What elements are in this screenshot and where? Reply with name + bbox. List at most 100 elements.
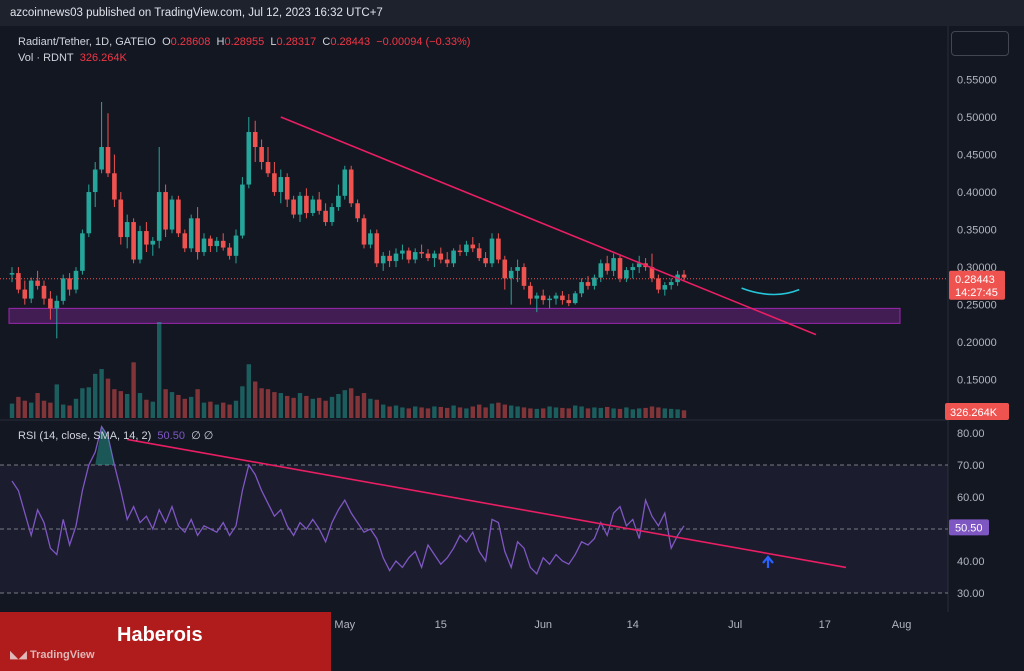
volume-bar	[425, 408, 431, 418]
candle-body	[259, 147, 264, 163]
volume-bar	[48, 402, 53, 418]
candle-body	[99, 147, 104, 170]
rsi-badge-value: 50.50	[955, 522, 983, 534]
candle-body	[67, 278, 72, 290]
volume-bar	[253, 381, 258, 418]
volume-bar	[246, 364, 251, 418]
volume-bar	[541, 408, 546, 418]
volume-bar	[637, 408, 642, 418]
volume-bar	[259, 388, 264, 418]
candle-body	[406, 250, 412, 260]
candle-body	[521, 267, 527, 286]
price-tick-label: 0.15000	[957, 375, 997, 387]
volume-bar	[342, 390, 347, 418]
rsi-legend: RSI (14, close, SMA, 14, 2) 50.50 ∅ ∅	[18, 429, 213, 442]
time-tick-label: Aug	[892, 619, 912, 631]
volume-bar	[413, 406, 418, 418]
volume-bar	[617, 408, 623, 418]
volume-bar	[99, 369, 104, 418]
volume-bar	[304, 395, 309, 418]
volume-bar	[16, 396, 21, 418]
volume-bar	[41, 400, 47, 418]
volume-bar	[457, 407, 463, 418]
volume-bar	[573, 405, 578, 418]
volume-bar	[54, 384, 59, 418]
candle-body	[553, 295, 559, 299]
candle-body	[22, 289, 28, 299]
support-zone	[8, 307, 901, 324]
volume-bar	[80, 388, 85, 418]
volume-bar	[329, 396, 335, 418]
volume-bar	[105, 378, 111, 418]
candle-body	[208, 238, 213, 247]
volume-bar	[521, 407, 527, 418]
candle-body	[419, 252, 424, 254]
candle-body	[73, 270, 79, 290]
candle-body	[169, 199, 175, 230]
ohlc-legend: Radiant/Tether, 1D, GATEIO O0.28608 H0.2…	[18, 36, 470, 48]
volume-bar	[285, 395, 290, 418]
volume-bar	[317, 397, 322, 418]
candle-body	[630, 267, 636, 271]
volume-legend: Vol · RDNT 326.264K	[18, 52, 127, 64]
volume-bar	[643, 407, 648, 418]
volume-bar	[496, 402, 501, 418]
candle-body	[592, 277, 597, 286]
volume-bar	[176, 394, 181, 418]
volume-bar	[169, 392, 175, 418]
candle-body	[540, 295, 546, 301]
candle-body	[355, 203, 360, 219]
volume-badge-value: 326.264K	[950, 407, 998, 419]
rsi-legend-extra: ∅ ∅	[191, 430, 214, 442]
volume-value: 326.264K	[79, 52, 127, 64]
candle-body	[150, 240, 156, 245]
volume-bar	[489, 403, 495, 418]
price-badge-value: 0.28443	[955, 274, 995, 286]
volume-bar	[515, 406, 520, 418]
candle-body	[585, 282, 591, 286]
chart-settings-button[interactable]	[951, 31, 1009, 56]
volume-bar	[336, 394, 341, 418]
candle-body	[131, 222, 136, 260]
volume-bar	[406, 408, 411, 418]
price-chart[interactable]: 0.550000.500000.450000.400000.350000.300…	[0, 26, 1024, 671]
candle-body	[425, 253, 431, 259]
high-value: 0.28955	[224, 36, 265, 48]
candles	[9, 101, 687, 339]
volume-bar	[368, 398, 373, 418]
volume-bar	[534, 408, 539, 418]
candle-body	[400, 250, 405, 254]
candle-body	[316, 199, 322, 211]
volume-bar	[227, 404, 232, 418]
volume-bar	[419, 407, 424, 418]
price-tick-label: 0.20000	[957, 337, 997, 349]
volume-bar	[547, 406, 552, 418]
candle-body	[54, 300, 60, 309]
close-label: C	[322, 36, 331, 48]
volume-bar	[272, 392, 277, 418]
volume-bar	[624, 407, 629, 418]
volume-bar	[509, 405, 514, 418]
high-label: H	[216, 36, 225, 48]
volume-bar	[585, 408, 591, 418]
rsi-pane	[0, 425, 948, 594]
publisher-text: azcoinnews03 published on TradingView.co…	[10, 7, 383, 19]
time-tick-label: Jun	[534, 619, 552, 631]
close-value: 0.28443	[330, 36, 371, 48]
candle-body	[348, 169, 354, 204]
price-tick-label: 0.55000	[957, 74, 997, 86]
candle-body	[483, 258, 488, 264]
candle-body	[508, 270, 514, 279]
candle-body	[380, 255, 386, 264]
candle-body	[284, 177, 290, 200]
volume-bar	[553, 407, 559, 418]
volume-bar	[67, 405, 72, 418]
candle-body	[118, 199, 124, 238]
volume-bar	[361, 393, 367, 418]
candle-body	[176, 199, 181, 234]
candle-body	[195, 218, 200, 253]
open-label: O	[162, 36, 171, 48]
volume-bar	[605, 406, 610, 418]
tradingview-brand: TradingView	[29, 649, 95, 661]
rsi-tick-label: 60.00	[957, 492, 985, 504]
